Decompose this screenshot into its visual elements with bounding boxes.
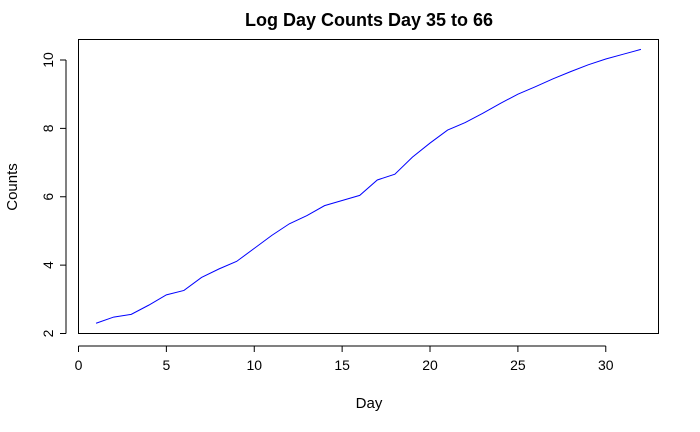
y-axis-label: Counts: [4, 163, 21, 211]
x-axis: 0 5 10 15 20 25 30: [75, 345, 614, 373]
y-tick-label: 2: [40, 329, 56, 337]
y-axis: 2 4 6 8 10: [40, 52, 67, 337]
x-tick-label: 20: [422, 357, 438, 373]
x-axis-label: Day: [356, 395, 383, 412]
plot-border: [78, 39, 659, 334]
chart-title: Log Day Counts Day 35 to 66: [245, 10, 493, 30]
x-tick-label: 25: [510, 357, 526, 373]
series-line: [95, 48, 642, 324]
x-tick-label: 30: [598, 357, 614, 373]
y-tick-label: 4: [40, 261, 56, 269]
x-tick-label: 10: [246, 357, 262, 373]
y-tick-label: 10: [40, 52, 56, 68]
series-layer: [95, 48, 642, 324]
y-tick-label: 6: [40, 193, 56, 201]
y-tick-label: 8: [40, 124, 56, 132]
x-tick-label: 5: [162, 357, 170, 373]
x-tick-label: 15: [334, 357, 350, 373]
x-tick-label: 0: [75, 357, 83, 373]
